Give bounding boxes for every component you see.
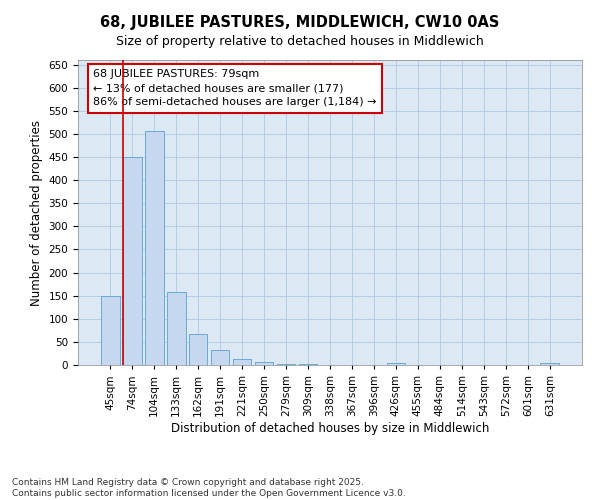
Text: Size of property relative to detached houses in Middlewich: Size of property relative to detached ho…	[116, 35, 484, 48]
Bar	[277, 364, 295, 365]
Bar	[101, 296, 119, 365]
Bar	[167, 292, 185, 365]
Bar	[386, 362, 405, 365]
X-axis label: Distribution of detached houses by size in Middlewich: Distribution of detached houses by size …	[171, 422, 489, 434]
Y-axis label: Number of detached properties: Number of detached properties	[30, 120, 43, 306]
Bar	[211, 350, 229, 365]
Bar	[189, 334, 208, 365]
Text: Contains HM Land Registry data © Crown copyright and database right 2025.
Contai: Contains HM Land Registry data © Crown c…	[12, 478, 406, 498]
Bar	[145, 130, 164, 365]
Text: 68, JUBILEE PASTURES, MIDDLEWICH, CW10 0AS: 68, JUBILEE PASTURES, MIDDLEWICH, CW10 0…	[100, 15, 500, 30]
Bar	[233, 360, 251, 365]
Bar	[123, 157, 142, 365]
Bar	[255, 362, 274, 365]
Bar	[541, 363, 559, 365]
Text: 68 JUBILEE PASTURES: 79sqm
← 13% of detached houses are smaller (177)
86% of sem: 68 JUBILEE PASTURES: 79sqm ← 13% of deta…	[93, 69, 377, 107]
Bar	[299, 364, 317, 365]
